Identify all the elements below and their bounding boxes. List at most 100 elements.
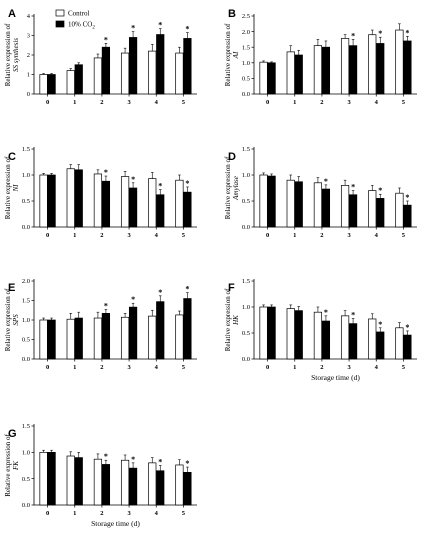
control-bar [39,174,48,228]
control-bar [93,458,103,506]
significance-star: * [378,186,382,195]
significance-star: * [158,182,162,191]
control-bar [395,29,404,95]
x-tick-label: 3 [347,99,351,106]
control-bar [120,459,130,506]
y-tick-label: 0.5 [22,337,30,344]
co2-bar [348,194,358,228]
panel-letter: A [8,8,16,20]
co2-bar [183,191,192,228]
x-tick-label: 2 [320,232,323,239]
significance-star: * [158,458,162,467]
x-tick-label: 4 [155,364,159,371]
control-bar [313,182,323,228]
panel-g: G 0.0 0.5 1.0 1.5 0 1 2 3 4 5 Relative expression o… [4,423,197,528]
control-bar [286,179,295,228]
co2-bar [376,43,385,95]
co2-bar [156,470,165,506]
x-tick-label: 0 [46,364,49,371]
x-tick-label: 0 [46,510,49,517]
control-bar [39,451,48,506]
y-axis-label: Relative expression of [224,288,232,351]
significance-star: * [104,35,108,44]
panel-letter: D [228,151,236,163]
panel-a: A 0 1 2 3 4 0 1 2 3 4 5 Relative expression of SS syn… [4,8,197,106]
co2-bar [267,62,276,95]
x-tick-label: 3 [347,232,351,239]
control-bar [313,311,323,360]
control-bar [286,51,295,95]
significance-star: * [104,301,108,310]
control-bar [93,317,103,360]
y-tick-label: 0.5 [242,330,250,337]
x-tick-label: 4 [375,99,379,106]
co2-bar [183,471,192,506]
co2-bar [267,175,276,228]
x-tick-label: 2 [100,364,103,371]
x-tick-label: 4 [375,232,379,239]
y-tick-label: 2.0 [242,29,250,36]
x-tick-label: 3 [127,364,131,371]
x-tick-label: 2 [100,99,103,106]
control-bar [148,315,157,360]
co2-bar [101,46,111,95]
legend-label-co2-subscript: 2 [92,25,95,30]
x-tick-label: 3 [127,232,131,239]
y-tick-label: 0.5 [242,76,250,83]
legend-label-co2: 10% CO2 [68,21,95,31]
y-tick-label: 4 [27,13,31,20]
significance-star: * [185,459,189,468]
control-bar [93,173,103,228]
control-bar [368,190,377,228]
x-tick-label: 5 [402,99,406,106]
legend-swatch-control [55,9,65,17]
control-bar [148,50,157,95]
control-bar [175,52,184,95]
significance-star: * [158,288,162,297]
control-bar [148,462,157,506]
significance-star: * [131,295,135,304]
x-tick-label: 2 [100,232,103,239]
y-tick-label: 2.5 [242,13,250,20]
panel-b: B 0.0 0.5 1.0 1.5 2.0 2.5 0 1 2 3 4 5 Relative expres… [224,8,417,106]
significance-star: * [405,28,409,37]
control-bar [340,315,350,360]
y-axis-label-gene: Amylase [232,176,240,201]
y-tick-label: 0.0 [22,356,30,363]
control-bar [120,176,130,228]
x-tick-label: 5 [182,99,186,106]
co2-bar [101,313,111,360]
y-tick-label: 1.0 [22,450,30,457]
x-axis-label: Storage time (d) [91,519,140,528]
x-tick-label: 1 [293,364,296,371]
x-tick-label: 3 [347,364,351,371]
y-tick-label: 1.0 [242,304,250,311]
x-tick-label: 1 [73,232,76,239]
significance-star: * [104,452,108,461]
x-tick-label: 3 [127,99,131,106]
y-tick-label: 0.5 [22,198,30,205]
y-tick-label: 1.0 [242,60,250,67]
x-tick-label: 0 [46,232,49,239]
x-tick-label: 1 [73,510,76,517]
co2-bar [294,54,303,95]
y-tick-label: 0 [27,91,30,98]
co2-bar [47,174,56,228]
y-tick-label: 2.0 [22,278,30,285]
significance-star: * [185,285,189,294]
x-tick-label: 4 [155,232,159,239]
y-tick-label: 1.5 [22,423,30,430]
control-bar [148,178,157,228]
co2-bar [294,310,303,360]
co2-bar [403,334,412,360]
y-axis-label-gene: SPS [12,314,20,326]
co2-bar [128,37,138,95]
co2-bar [74,64,83,95]
control-bar [259,174,268,228]
y-tick-label: 1.5 [22,298,30,305]
y-tick-label: 0.0 [22,502,30,509]
x-tick-label: 2 [320,99,323,106]
x-tick-label: 2 [100,510,103,517]
y-tick-label: 2 [27,52,30,59]
